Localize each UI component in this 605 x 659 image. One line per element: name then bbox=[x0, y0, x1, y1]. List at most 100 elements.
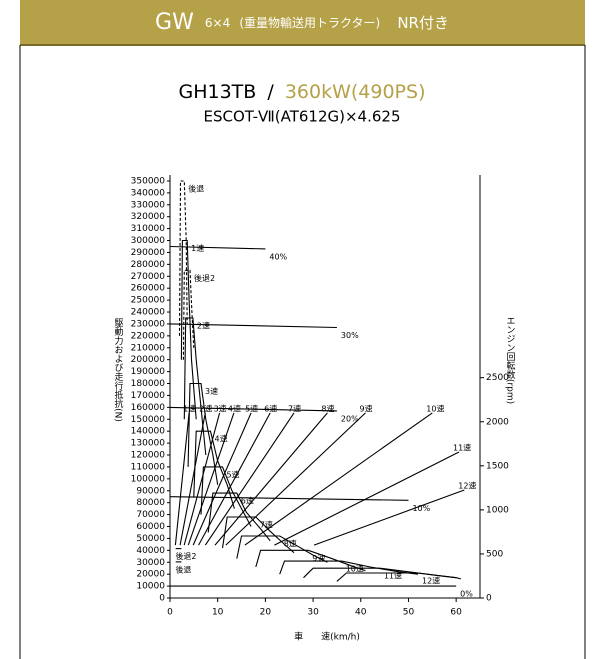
series-line bbox=[183, 412, 221, 546]
y-tick-label: 130000 bbox=[131, 439, 166, 449]
series-line bbox=[192, 412, 252, 546]
series-label: 8速 bbox=[284, 540, 297, 549]
y-tick-label: 60000 bbox=[136, 522, 165, 532]
series-line bbox=[169, 406, 337, 412]
series-label: 7速 bbox=[288, 404, 301, 413]
y-tick-label: 340000 bbox=[131, 188, 166, 198]
series-line bbox=[193, 430, 235, 509]
series-line bbox=[236, 535, 328, 563]
series-label: 4速 bbox=[215, 435, 228, 444]
series-label: 10速 bbox=[426, 404, 444, 413]
series-line bbox=[214, 412, 328, 546]
series-label: 20% bbox=[341, 414, 359, 423]
y-tick-label: 170000 bbox=[131, 391, 166, 401]
y-tick-label: 290000 bbox=[131, 248, 166, 258]
x-tick-label: 20 bbox=[260, 608, 272, 618]
series-label: 10% bbox=[412, 504, 430, 513]
y-tick-label: 140000 bbox=[131, 427, 166, 437]
y2-tick-label: 1000 bbox=[486, 505, 509, 515]
series-label: 1速 bbox=[183, 404, 196, 413]
y-tick-label: 100000 bbox=[131, 474, 166, 484]
x-tick-label: 40 bbox=[355, 608, 367, 618]
header-tag: NR付き bbox=[397, 14, 449, 32]
series-line bbox=[169, 245, 266, 250]
series-label: 3速 bbox=[205, 387, 218, 396]
x-tick-label: 0 bbox=[167, 608, 173, 618]
y-tick-label: 20000 bbox=[136, 570, 165, 580]
y-tick-label: 250000 bbox=[131, 296, 166, 306]
series-label: 1速 bbox=[191, 244, 204, 253]
x-tick-label: 10 bbox=[212, 608, 224, 618]
series-label: 後退 bbox=[175, 564, 191, 574]
series-label: 12速 bbox=[458, 482, 476, 491]
y2-tick-label: 2000 bbox=[486, 417, 509, 427]
series-label: 4速 bbox=[228, 404, 241, 413]
y2-tick-label: 2500 bbox=[486, 373, 509, 383]
y-tick-label: 120000 bbox=[131, 451, 166, 461]
series-line bbox=[169, 323, 337, 329]
y-tick-label: 150000 bbox=[131, 415, 166, 425]
header-bar bbox=[20, 0, 585, 44]
series-line bbox=[180, 239, 197, 420]
y-tick-label: 280000 bbox=[131, 260, 166, 270]
plot: 0100002000030000400005000060000700008000… bbox=[131, 175, 509, 618]
y-tick-label: 300000 bbox=[131, 236, 166, 246]
x-tick-label: 30 bbox=[307, 608, 319, 618]
series-label: 3速 bbox=[214, 404, 227, 413]
x-tick-label: 60 bbox=[450, 608, 462, 618]
series-line bbox=[198, 412, 271, 546]
y-tick-label: 210000 bbox=[131, 343, 166, 353]
y-tick-label: 80000 bbox=[136, 498, 165, 508]
series-label: 後退2 bbox=[194, 273, 215, 283]
series-line bbox=[182, 269, 195, 360]
header-subtitle: 6×4 bbox=[205, 16, 230, 30]
y2-tick-label: 0 bbox=[486, 594, 492, 604]
y-tick-label: 180000 bbox=[131, 379, 166, 389]
y-tick-label: 200000 bbox=[131, 355, 166, 365]
y-tick-label: 0 bbox=[159, 594, 165, 604]
series-line bbox=[255, 549, 366, 572]
y-tick-label: 190000 bbox=[131, 367, 166, 377]
y-axis-label: 駆動力および走行抵抗(N) bbox=[113, 318, 124, 422]
y-tick-label: 160000 bbox=[131, 403, 166, 413]
series-line bbox=[174, 412, 190, 546]
header-note: (重量物輸送用トラクター) bbox=[239, 15, 380, 30]
series-line bbox=[221, 516, 295, 554]
x-tick-label: 50 bbox=[403, 608, 415, 618]
title-model: GH13TB bbox=[179, 81, 257, 103]
header-title: GW bbox=[155, 10, 194, 35]
series-line bbox=[336, 572, 462, 582]
y2-tick-label: 500 bbox=[486, 549, 503, 559]
series-line bbox=[178, 180, 188, 336]
series-label: 後退 bbox=[188, 183, 204, 193]
header-text: GW 6×4 (重量物輸送用トラクター) NR付き bbox=[155, 10, 449, 35]
y2-tick-label: 1500 bbox=[486, 461, 509, 471]
series-line bbox=[183, 317, 207, 456]
series-line bbox=[179, 412, 206, 546]
y-tick-label: 10000 bbox=[136, 582, 165, 592]
y-tick-label: 350000 bbox=[131, 176, 166, 186]
series-line bbox=[207, 492, 271, 542]
y-tick-label: 230000 bbox=[131, 319, 166, 329]
y-tick-label: 220000 bbox=[131, 331, 166, 341]
y-tick-label: 270000 bbox=[131, 272, 166, 282]
title-power: 360kW(490PS) bbox=[285, 81, 426, 103]
series-label: 7速 bbox=[260, 520, 273, 529]
series-line bbox=[204, 412, 295, 546]
chart-subtitle: ESCOT-Ⅶ(AT612G)×4.625 bbox=[204, 108, 401, 126]
series-line bbox=[313, 489, 465, 546]
series-line bbox=[187, 412, 235, 546]
series-label: 10速 bbox=[346, 565, 364, 574]
y-tick-label: 320000 bbox=[131, 212, 166, 222]
y-tick-label: 330000 bbox=[131, 200, 166, 210]
series-label: 6速 bbox=[241, 497, 254, 506]
series-label: 2速 bbox=[197, 321, 210, 330]
series-line bbox=[225, 412, 366, 546]
series-label: 2速 bbox=[199, 404, 212, 413]
x-axis-label: 車 速(km/h) bbox=[294, 631, 360, 643]
series-line bbox=[279, 560, 419, 575]
y-tick-label: 110000 bbox=[131, 462, 166, 472]
series-label: 6速 bbox=[264, 404, 277, 413]
y-tick-label: 240000 bbox=[131, 308, 166, 318]
